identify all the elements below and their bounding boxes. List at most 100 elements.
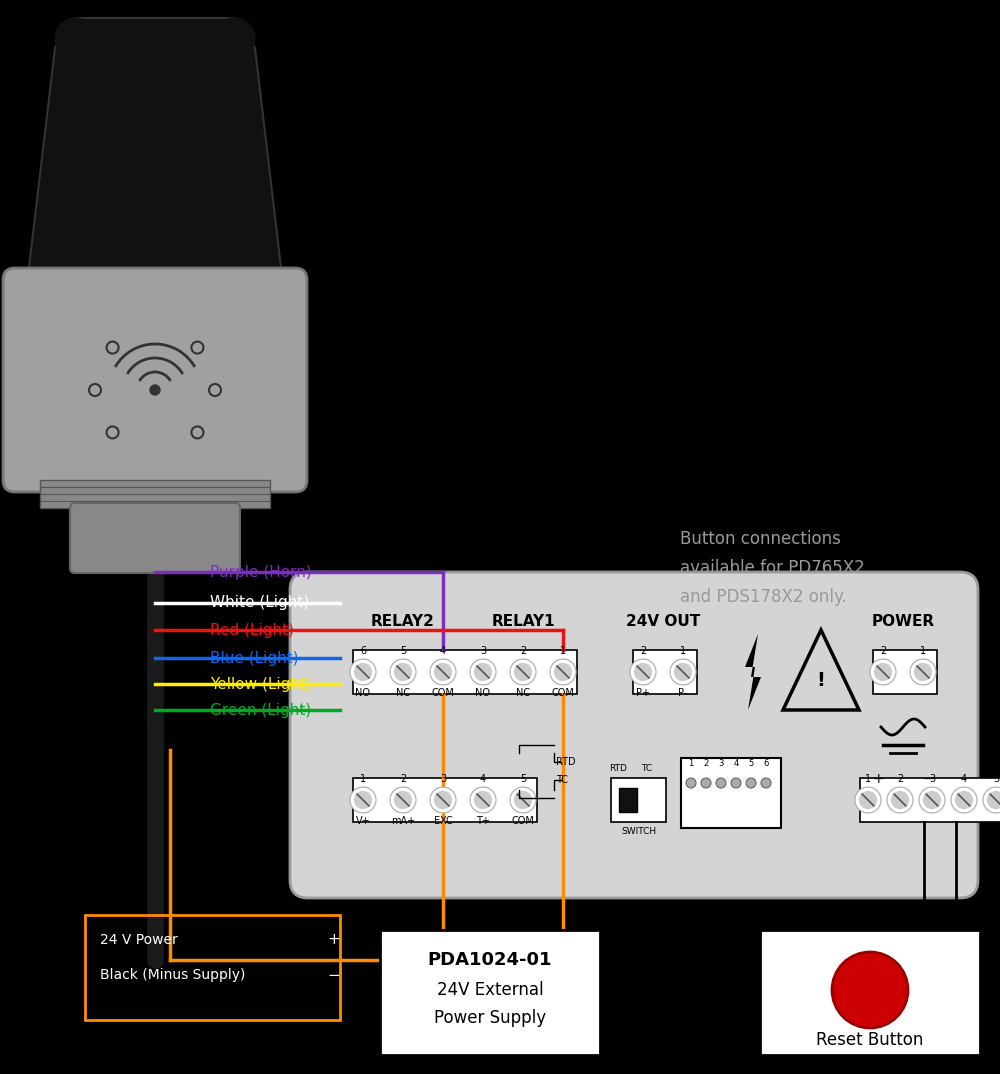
Text: mA+: mA+ [391, 816, 415, 826]
Circle shape [875, 664, 891, 681]
Bar [85, 915, 340, 1020]
Circle shape [430, 787, 456, 813]
Circle shape [435, 664, 451, 681]
Circle shape [956, 792, 972, 809]
Bar [860, 778, 1000, 822]
Text: Black (Minus Supply): Black (Minus Supply) [100, 968, 245, 982]
Circle shape [470, 787, 496, 813]
Text: +: + [327, 932, 340, 947]
Circle shape [430, 659, 456, 685]
Text: RTD: RTD [609, 764, 627, 773]
Text: P-: P- [678, 688, 688, 698]
Text: 5: 5 [400, 645, 406, 656]
Text: Reset Button: Reset Button [816, 1031, 924, 1049]
Text: TC: TC [641, 764, 652, 773]
Text: 2: 2 [880, 645, 886, 656]
Bar [380, 930, 600, 1055]
Text: Green (Light): Green (Light) [210, 702, 311, 717]
Circle shape [701, 778, 711, 788]
Circle shape [919, 787, 945, 813]
Circle shape [910, 659, 936, 685]
Circle shape [475, 664, 491, 681]
Circle shape [983, 787, 1000, 813]
Text: 2: 2 [640, 645, 646, 656]
Text: Red (Light): Red (Light) [210, 623, 294, 638]
Text: 1: 1 [920, 645, 926, 656]
Bar [611, 778, 666, 822]
Text: NO: NO [476, 688, 490, 698]
Text: 24 V Power: 24 V Power [100, 933, 178, 947]
Text: −: − [327, 968, 340, 983]
Text: 4: 4 [733, 758, 739, 768]
Text: 4: 4 [480, 774, 486, 784]
Circle shape [475, 792, 491, 809]
Bar [681, 758, 781, 828]
Circle shape [390, 787, 416, 813]
Bar [760, 930, 980, 1055]
Text: 4: 4 [440, 645, 446, 656]
FancyBboxPatch shape [3, 268, 307, 492]
Text: Blue (Light): Blue (Light) [210, 651, 299, 666]
Bar [40, 480, 270, 508]
Circle shape [215, 18, 255, 58]
Text: 2: 2 [400, 774, 406, 784]
Circle shape [870, 659, 896, 685]
Bar [353, 650, 577, 694]
Bar [633, 650, 697, 694]
Text: PDA1024-01: PDA1024-01 [428, 950, 552, 969]
Circle shape [951, 787, 977, 813]
Text: 5: 5 [748, 758, 754, 768]
Circle shape [686, 778, 696, 788]
Bar [873, 650, 937, 694]
Circle shape [746, 778, 756, 788]
Circle shape [832, 952, 908, 1028]
Circle shape [435, 792, 451, 809]
Text: 5: 5 [520, 774, 526, 784]
Text: 3: 3 [440, 774, 446, 784]
Circle shape [355, 664, 371, 681]
Text: V+: V+ [356, 816, 370, 826]
Circle shape [675, 664, 691, 681]
Circle shape [731, 778, 741, 788]
Circle shape [55, 18, 95, 58]
Circle shape [887, 787, 913, 813]
Text: T+: T+ [476, 816, 490, 826]
Text: 2: 2 [703, 758, 709, 768]
Text: 24V OUT: 24V OUT [626, 614, 700, 629]
Text: 1: 1 [680, 645, 686, 656]
Circle shape [716, 778, 726, 788]
Text: !: ! [817, 670, 825, 690]
Circle shape [515, 792, 531, 809]
Text: RELAY2: RELAY2 [371, 614, 435, 629]
Text: Yellow (Light): Yellow (Light) [210, 677, 312, 692]
FancyBboxPatch shape [70, 503, 240, 574]
Text: 2: 2 [520, 645, 526, 656]
FancyBboxPatch shape [290, 572, 978, 898]
Text: 24V External: 24V External [437, 981, 543, 999]
Circle shape [988, 792, 1000, 809]
Text: 2: 2 [897, 774, 903, 784]
Text: COM: COM [552, 688, 574, 698]
Text: 5: 5 [993, 774, 999, 784]
Circle shape [860, 792, 876, 809]
Circle shape [550, 659, 576, 685]
Text: COM: COM [512, 816, 534, 826]
Circle shape [761, 778, 771, 788]
Circle shape [350, 659, 376, 685]
Circle shape [510, 659, 536, 685]
Circle shape [555, 664, 571, 681]
Text: NO: NO [356, 688, 370, 698]
Circle shape [355, 792, 371, 809]
Text: 3: 3 [929, 774, 935, 784]
Polygon shape [745, 634, 761, 710]
Text: TC: TC [556, 775, 568, 785]
Text: 1: 1 [688, 758, 694, 768]
Text: P+: P+ [636, 688, 650, 698]
Circle shape [915, 664, 931, 681]
Text: 3: 3 [718, 758, 724, 768]
Circle shape [350, 787, 376, 813]
Text: 6: 6 [763, 758, 769, 768]
Polygon shape [28, 18, 283, 280]
Text: White (Light): White (Light) [210, 595, 309, 610]
Text: POWER: POWER [871, 614, 935, 629]
